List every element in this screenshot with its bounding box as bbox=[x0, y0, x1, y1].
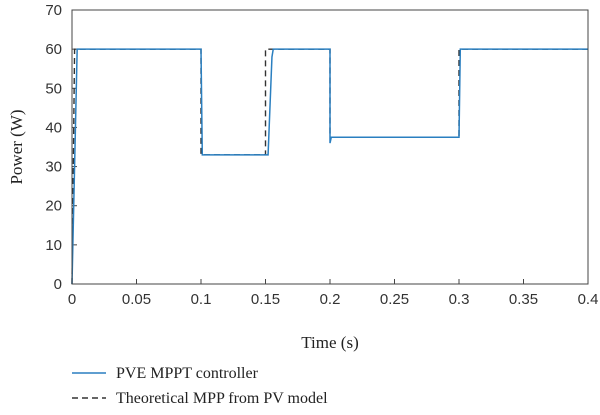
series-line-pve-mppt bbox=[71, 48, 588, 285]
y-tick-label: 60 bbox=[45, 41, 62, 58]
x-tick-label: 0.25 bbox=[380, 291, 409, 308]
y-tick-label: 40 bbox=[45, 119, 62, 136]
x-tick-label: 0.2 bbox=[320, 291, 341, 308]
y-tick-label: 20 bbox=[45, 198, 62, 215]
y-tick-label: 30 bbox=[45, 159, 62, 176]
legend-label-pve-mppt: PVE MPPT controller bbox=[116, 365, 259, 382]
tick-labels: 0 0.05 0.1 0.15 0.2 0.25 0.3 0.35 0.4 0 10 20 30 40 50… bbox=[45, 2, 598, 308]
x-tick-label: 0 bbox=[68, 291, 76, 308]
x-tick-label: 0.05 bbox=[122, 291, 151, 308]
x-tick-label: 0.1 bbox=[191, 291, 212, 308]
x-tick-label: 0.35 bbox=[509, 291, 538, 308]
legend-label-theoretical-mpp: Theoretical MPP from PV model bbox=[116, 390, 328, 407]
x-tick-label: 0.4 bbox=[578, 291, 599, 308]
x-tick-label: 0.3 bbox=[449, 291, 470, 308]
x-axis-title: Time (s) bbox=[301, 333, 358, 352]
x-tick-label: 0.15 bbox=[251, 291, 280, 308]
y-tick-label: 70 bbox=[45, 2, 62, 19]
series-layer bbox=[71, 48, 588, 285]
y-tick-label: 10 bbox=[45, 237, 62, 254]
y-axis-title: Power (W) bbox=[7, 109, 26, 184]
plot-frame bbox=[71, 9, 589, 285]
y-tick-label: 0 bbox=[54, 276, 62, 293]
y-tick-label: 50 bbox=[45, 80, 62, 97]
legend: PVE MPPT controller Theoretical MPP from… bbox=[72, 365, 328, 407]
